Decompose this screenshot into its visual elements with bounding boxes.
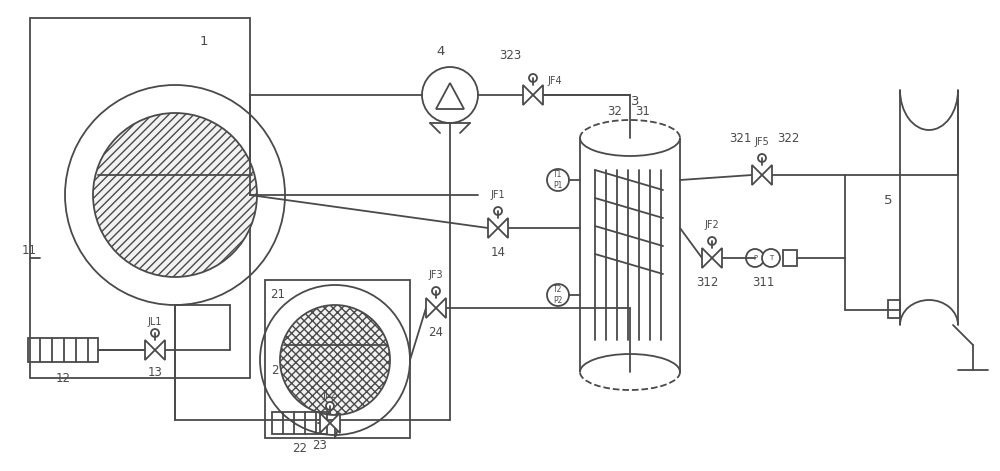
Text: T: T — [769, 255, 773, 261]
Text: 11: 11 — [22, 244, 37, 257]
Bar — [783, 250, 797, 266]
Text: 4: 4 — [437, 45, 445, 58]
Circle shape — [547, 284, 569, 306]
Text: P: P — [753, 255, 757, 261]
Polygon shape — [145, 340, 155, 360]
Polygon shape — [752, 165, 762, 185]
Text: 312: 312 — [696, 276, 718, 289]
Circle shape — [326, 402, 334, 410]
Text: 24: 24 — [428, 326, 444, 339]
Circle shape — [151, 329, 159, 337]
Circle shape — [529, 74, 537, 82]
Text: 323: 323 — [499, 49, 521, 62]
Polygon shape — [436, 83, 464, 109]
Bar — [888, 300, 900, 318]
Circle shape — [93, 113, 257, 277]
Polygon shape — [320, 413, 330, 433]
Polygon shape — [330, 413, 340, 433]
Text: 21: 21 — [270, 288, 285, 301]
Text: 31: 31 — [635, 105, 650, 118]
Text: 12: 12 — [56, 372, 70, 385]
Polygon shape — [498, 218, 508, 238]
Polygon shape — [712, 248, 722, 268]
Polygon shape — [533, 85, 543, 105]
Text: T1
P1: T1 P1 — [553, 171, 563, 190]
Circle shape — [432, 287, 440, 295]
Text: 3: 3 — [631, 95, 639, 108]
Text: 322: 322 — [777, 132, 799, 145]
Text: 1: 1 — [200, 35, 208, 48]
Text: 22: 22 — [292, 442, 307, 455]
Text: JF2: JF2 — [705, 220, 719, 230]
Circle shape — [547, 169, 569, 191]
Text: JL1: JL1 — [148, 317, 162, 327]
Text: 311: 311 — [752, 276, 774, 289]
Bar — [272, 412, 327, 434]
Text: 13: 13 — [148, 366, 162, 379]
Polygon shape — [155, 340, 165, 360]
Text: 5: 5 — [884, 194, 892, 206]
Bar — [28, 338, 98, 362]
Polygon shape — [762, 165, 772, 185]
Text: JF5: JF5 — [755, 137, 769, 147]
Text: JL2: JL2 — [323, 390, 337, 400]
Circle shape — [758, 154, 766, 162]
Circle shape — [280, 305, 390, 415]
Text: JF4: JF4 — [547, 76, 562, 86]
Polygon shape — [436, 298, 446, 318]
Polygon shape — [426, 298, 436, 318]
Polygon shape — [523, 85, 533, 105]
Text: 321: 321 — [729, 132, 751, 145]
Bar — [265, 280, 410, 438]
Bar — [30, 18, 250, 378]
Text: JF1: JF1 — [491, 190, 505, 200]
Text: JF3: JF3 — [429, 270, 443, 280]
Circle shape — [494, 207, 502, 215]
Circle shape — [762, 249, 780, 267]
Text: T2
P2: T2 P2 — [553, 285, 563, 305]
Polygon shape — [702, 248, 712, 268]
Text: 23: 23 — [313, 439, 327, 452]
Text: 14: 14 — [490, 246, 506, 259]
Polygon shape — [488, 218, 498, 238]
Text: 2: 2 — [271, 364, 278, 376]
Text: 32: 32 — [607, 105, 622, 118]
Circle shape — [708, 237, 716, 245]
Circle shape — [746, 249, 764, 267]
